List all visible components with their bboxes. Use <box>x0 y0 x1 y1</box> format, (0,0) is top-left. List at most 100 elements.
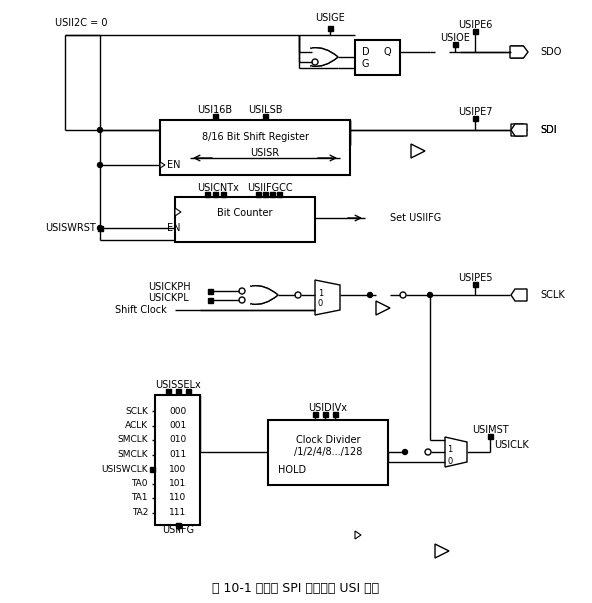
Text: USI16B: USI16B <box>198 105 233 115</box>
Text: Q: Q <box>384 47 391 57</box>
Text: USISWRST: USISWRST <box>45 223 96 233</box>
Bar <box>472 28 478 34</box>
Bar <box>155 395 200 525</box>
Circle shape <box>312 59 318 65</box>
Text: Set USIIFG: Set USIIFG <box>390 213 441 223</box>
Text: USICKPH: USICKPH <box>148 282 191 292</box>
Bar <box>262 113 268 119</box>
Bar <box>220 192 226 197</box>
Circle shape <box>98 127 102 133</box>
Bar <box>256 192 260 197</box>
Text: 100: 100 <box>169 464 186 473</box>
Text: TA1: TA1 <box>131 493 148 502</box>
Bar <box>204 192 210 197</box>
Text: Bit Counter: Bit Counter <box>217 208 273 218</box>
Text: 0: 0 <box>318 300 323 309</box>
Text: EN: EN <box>167 223 181 233</box>
Text: USIIFG: USIIFG <box>162 525 194 535</box>
Text: SCLK: SCLK <box>540 290 565 300</box>
Text: USIPE6: USIPE6 <box>458 20 492 30</box>
Polygon shape <box>411 144 425 158</box>
Bar <box>185 388 191 394</box>
Bar <box>472 116 478 121</box>
Text: USISR: USISR <box>250 148 279 158</box>
Bar <box>268 420 388 485</box>
Text: USIDIVx: USIDIVx <box>308 403 348 413</box>
Text: 111: 111 <box>169 508 186 517</box>
Text: USICNTx: USICNTx <box>197 183 239 193</box>
Circle shape <box>98 226 102 230</box>
Text: USICKPL: USICKPL <box>148 293 189 303</box>
Text: 1: 1 <box>318 288 323 297</box>
Polygon shape <box>511 124 527 136</box>
Polygon shape <box>511 46 527 58</box>
Text: HOLD: HOLD <box>278 465 306 475</box>
Text: G: G <box>362 59 369 69</box>
Polygon shape <box>315 280 340 315</box>
Text: USIGE: USIGE <box>315 13 345 23</box>
Text: USIPE7: USIPE7 <box>458 107 493 117</box>
PathPatch shape <box>252 286 278 305</box>
Circle shape <box>239 297 245 303</box>
Text: SDI: SDI <box>540 125 556 135</box>
Text: SDI: SDI <box>540 125 556 135</box>
Text: 110: 110 <box>169 493 186 502</box>
Text: SCLK: SCLK <box>125 406 148 415</box>
Bar <box>276 192 282 197</box>
Circle shape <box>400 292 406 298</box>
Text: 101: 101 <box>169 479 186 488</box>
Circle shape <box>368 292 372 297</box>
Bar <box>327 25 333 31</box>
Bar <box>175 523 181 528</box>
Circle shape <box>425 449 431 455</box>
Bar <box>98 226 102 230</box>
Text: 0: 0 <box>447 458 452 467</box>
Text: D: D <box>362 47 369 57</box>
Polygon shape <box>435 544 449 558</box>
Text: ACLK: ACLK <box>125 421 148 430</box>
Bar <box>313 411 317 417</box>
Bar <box>269 192 275 197</box>
Polygon shape <box>175 208 181 216</box>
Circle shape <box>295 292 301 298</box>
Polygon shape <box>510 46 528 58</box>
Bar <box>160 120 350 175</box>
Polygon shape <box>355 531 361 539</box>
Bar <box>452 42 458 46</box>
Text: USIMST: USIMST <box>472 425 509 435</box>
Bar <box>208 288 213 294</box>
Bar <box>175 388 181 394</box>
Text: USICLK: USICLK <box>494 440 529 450</box>
Bar <box>166 388 170 394</box>
Circle shape <box>98 162 102 168</box>
Polygon shape <box>445 437 467 467</box>
Text: SMCLK: SMCLK <box>117 435 148 444</box>
Text: 000: 000 <box>169 406 186 415</box>
Bar <box>355 40 400 75</box>
Bar <box>262 192 268 197</box>
Text: 1: 1 <box>447 446 452 455</box>
Bar <box>208 297 213 303</box>
Text: USIOE: USIOE <box>440 33 470 43</box>
Polygon shape <box>511 289 527 301</box>
Polygon shape <box>160 162 165 168</box>
Bar <box>333 411 337 417</box>
Text: SDO: SDO <box>540 47 561 57</box>
Text: 表 10-1 展示了 SPI 模式下的 USI 模块: 表 10-1 展示了 SPI 模式下的 USI 模块 <box>213 582 379 596</box>
Text: Shift Clock: Shift Clock <box>115 305 167 315</box>
Circle shape <box>427 292 433 297</box>
Text: TA2: TA2 <box>131 508 148 517</box>
Bar <box>323 411 327 417</box>
Text: /1/2/4/8.../128: /1/2/4/8.../128 <box>294 447 362 457</box>
Text: Clock Divider: Clock Divider <box>296 435 361 445</box>
Bar <box>213 192 217 197</box>
Circle shape <box>403 449 407 455</box>
Text: 001: 001 <box>169 421 186 430</box>
Bar <box>487 434 493 438</box>
Text: 011: 011 <box>169 450 186 459</box>
PathPatch shape <box>312 48 338 66</box>
Text: USILSB: USILSB <box>247 105 282 115</box>
Circle shape <box>239 288 245 294</box>
Text: USII2C = 0: USII2C = 0 <box>55 18 108 28</box>
Text: USISSELx: USISSELx <box>155 380 201 390</box>
